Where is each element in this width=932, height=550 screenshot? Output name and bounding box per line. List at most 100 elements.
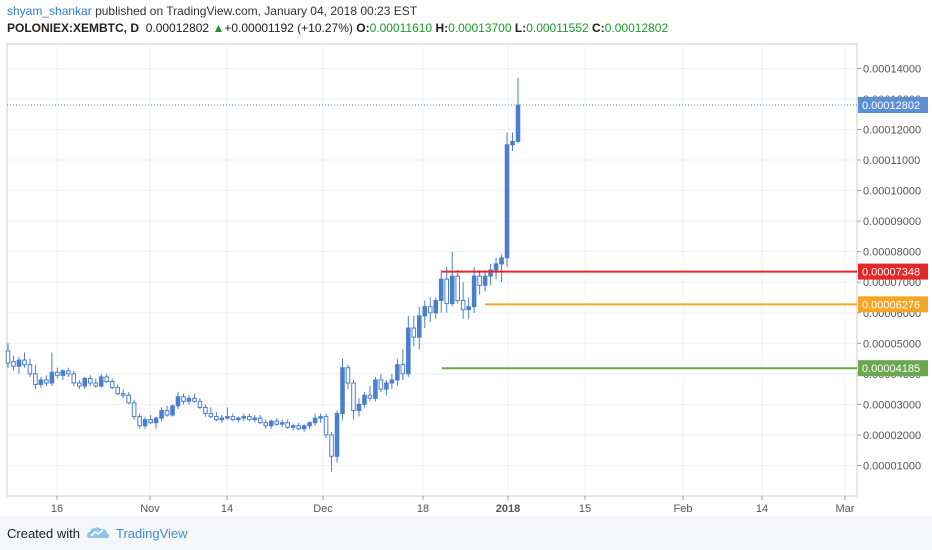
open-value: 0.00011610 [369, 21, 433, 35]
price-label-text: 0.00004185 [862, 363, 920, 375]
candle-body [488, 269, 493, 277]
candle-body [362, 394, 367, 405]
x-tick-label: Feb [674, 503, 693, 515]
candle-body [49, 371, 55, 384]
candle-body [131, 402, 137, 418]
candle-body [334, 413, 340, 457]
candle-body [449, 275, 455, 305]
candle-body [44, 379, 49, 384]
tradingview-link[interactable]: TradingView [116, 526, 188, 541]
publish-text: published on TradingView.com, January 04… [95, 4, 418, 18]
candle-body [466, 306, 471, 311]
x-tick-label: Mar [836, 503, 855, 515]
candle-body [422, 306, 428, 317]
candle-body [22, 359, 27, 366]
candle-body [197, 400, 203, 408]
y-tick-label: 0.00014000 [863, 63, 921, 75]
publish-info: shyam_shankar published on TradingView.c… [7, 4, 417, 18]
chart-area[interactable]: 0.000010000.000020000.000030000.00004000… [0, 40, 932, 516]
candle-body [126, 394, 131, 404]
low-value: 0.00011552 [526, 21, 589, 35]
candle-body [471, 275, 477, 308]
x-tick-label: 2018 [496, 503, 520, 515]
candle-body [137, 416, 142, 427]
candle-body [159, 409, 164, 419]
candle-body [515, 104, 521, 142]
y-tick-label: 0.00008000 [863, 247, 921, 259]
candle-body [98, 376, 104, 387]
candle-body [142, 419, 148, 427]
candle-body [351, 382, 356, 411]
tradingview-cloud-icon [87, 527, 109, 538]
candle-body [82, 377, 88, 387]
candle-body [55, 371, 60, 376]
candle-body [11, 361, 16, 367]
candle-body [356, 403, 362, 411]
candle-body [345, 367, 351, 384]
candle-body [460, 300, 466, 311]
candle-body [214, 416, 219, 421]
open-label: O: [356, 21, 370, 35]
candle-body [384, 382, 389, 390]
candle-body [455, 275, 460, 302]
candle-body [493, 263, 499, 271]
x-tick-label: 16 [51, 503, 63, 515]
candle-body [247, 416, 252, 421]
y-tick-label: 0.00003000 [863, 399, 921, 411]
x-tick-label: Nov [140, 503, 160, 515]
candle-body [340, 367, 345, 415]
candle-body [433, 300, 439, 314]
author-link[interactable]: shyam_shankar [7, 4, 92, 18]
candle-body [93, 382, 99, 387]
candle-body [71, 373, 77, 384]
plot-frame [6, 43, 858, 497]
candle-body [427, 306, 433, 314]
price-chart[interactable]: 0.000010000.000020000.000030000.00004000… [0, 40, 932, 516]
candle-body [115, 387, 120, 395]
y-tick-label: 0.00005000 [863, 338, 921, 350]
candle-body [230, 416, 236, 421]
candle-body [164, 409, 170, 416]
candle-body [87, 377, 93, 384]
price-label-box [858, 296, 928, 313]
candle-body [274, 420, 279, 425]
candle-body [186, 397, 192, 402]
price-label-box [858, 263, 928, 280]
y-tick-label: 0.00001000 [863, 460, 921, 472]
close-label: C: [592, 21, 605, 35]
candle-body [417, 315, 422, 338]
price-label-box [858, 360, 928, 377]
high-value: 0.00013700 [448, 21, 512, 35]
candle-body [175, 396, 181, 407]
candle-body [296, 425, 301, 430]
x-tick-label: 14 [756, 503, 768, 515]
candle-body [504, 144, 510, 259]
candle-body [301, 425, 307, 430]
candle-body [225, 416, 230, 419]
candle-body [257, 417, 263, 424]
candle-body [482, 275, 488, 286]
candle-body [373, 379, 378, 399]
candle-body [252, 417, 258, 421]
candle-body [367, 394, 373, 399]
candle-body [120, 393, 126, 396]
candle-body [268, 420, 274, 427]
candle-body [510, 140, 515, 146]
candle-body [312, 417, 318, 424]
candle-body [104, 376, 109, 382]
candle-body [77, 382, 82, 387]
candle-body [208, 413, 214, 418]
price-label-text: 0.00007348 [862, 267, 920, 279]
candle-body [5, 350, 11, 364]
candle-body [38, 379, 44, 386]
candle-body [378, 379, 384, 390]
footer: Created with TradingView [0, 516, 932, 550]
candle-body [395, 364, 400, 381]
symbol-name: POLONIEX:XEMBTC, D [7, 21, 140, 35]
candle-body [290, 425, 296, 428]
candle-body [438, 278, 444, 302]
x-tick-label: 18 [417, 503, 429, 515]
candle-body [33, 373, 38, 386]
candle-body [263, 422, 269, 427]
up-arrow-icon: ▲ [212, 21, 225, 35]
